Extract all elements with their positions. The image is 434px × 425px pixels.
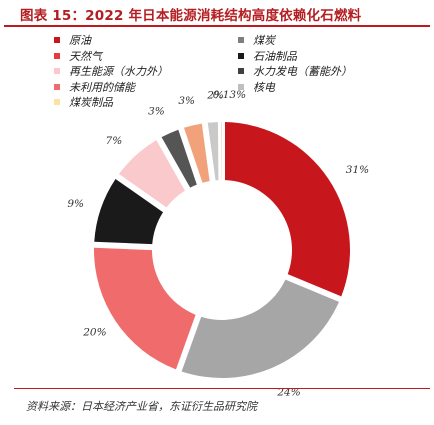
- figure-title-bar: 图表 15：2022 年日本能源消耗结构高度依赖化石燃料: [4, 3, 430, 27]
- donut-slice: [181, 279, 340, 378]
- legend-label: 未利用的储能: [69, 80, 135, 94]
- donut-slice: [207, 122, 219, 181]
- legend-item: 未利用的储能: [54, 80, 135, 94]
- data-label: 31%: [346, 164, 369, 176]
- legend-swatch: [238, 68, 244, 75]
- data-label: 3%: [148, 106, 165, 118]
- legend-item: 天然气: [54, 49, 102, 63]
- data-label: 9%: [67, 198, 84, 210]
- legend-swatch: [54, 52, 60, 59]
- legend-label: 水力发电（蓄能外）: [253, 65, 352, 79]
- legend-swatch: [238, 52, 244, 59]
- legend-swatch: [54, 83, 60, 90]
- data-label: 24%: [276, 387, 300, 399]
- legend-swatch: [54, 37, 60, 43]
- legend-swatch: [238, 83, 244, 90]
- bottom-divider: [14, 388, 430, 389]
- legend-item: 石油制品: [238, 49, 297, 63]
- legend-label: 再生能源（水力外）: [69, 65, 168, 79]
- legend-label: 煤炭: [253, 34, 275, 47]
- figure-title: 图表 15：2022 年日本能源消耗结构高度依赖化石燃料: [20, 8, 362, 24]
- data-label: 2%: [206, 89, 224, 101]
- data-label: 20%: [82, 327, 106, 339]
- legend-label: 煤炭制品: [69, 96, 113, 110]
- legend-swatch: [54, 68, 60, 75]
- legend-swatch: [238, 37, 244, 43]
- donut-slice: [224, 122, 350, 297]
- donut-slice: [118, 140, 185, 208]
- legend-item: 煤炭制品: [54, 95, 113, 109]
- donut-slice: [94, 247, 196, 370]
- legend-item: 原油: [54, 33, 91, 47]
- legend-label: 原油: [69, 34, 91, 47]
- chart-legend: 原油 煤炭天然气 石油制品再生能源（水力外） 水力发电（蓄能外） 未利用的储能 核电煤炭制…: [54, 33, 354, 123]
- legend-item: 再生能源（水力外）: [54, 64, 168, 78]
- data-label: 3%: [178, 95, 195, 107]
- donut-slice: [161, 129, 197, 188]
- legend-swatch: [54, 99, 60, 106]
- legend-label: 石油制品: [253, 49, 297, 63]
- legend-label: 核电: [253, 80, 275, 94]
- legend-item: 煤炭: [238, 33, 275, 47]
- data-label: 0.13%: [213, 89, 246, 101]
- donut-slice: [94, 178, 164, 245]
- legend-label: 天然气: [69, 49, 102, 63]
- legend-item: 核电: [238, 80, 275, 94]
- data-label: 7%: [106, 135, 123, 147]
- legend-item: 水力发电（蓄能外）: [238, 64, 352, 78]
- donut-slice: [183, 123, 210, 183]
- source-note: 资料来源：日本经济产业省，东证衍生品研究院: [26, 400, 257, 413]
